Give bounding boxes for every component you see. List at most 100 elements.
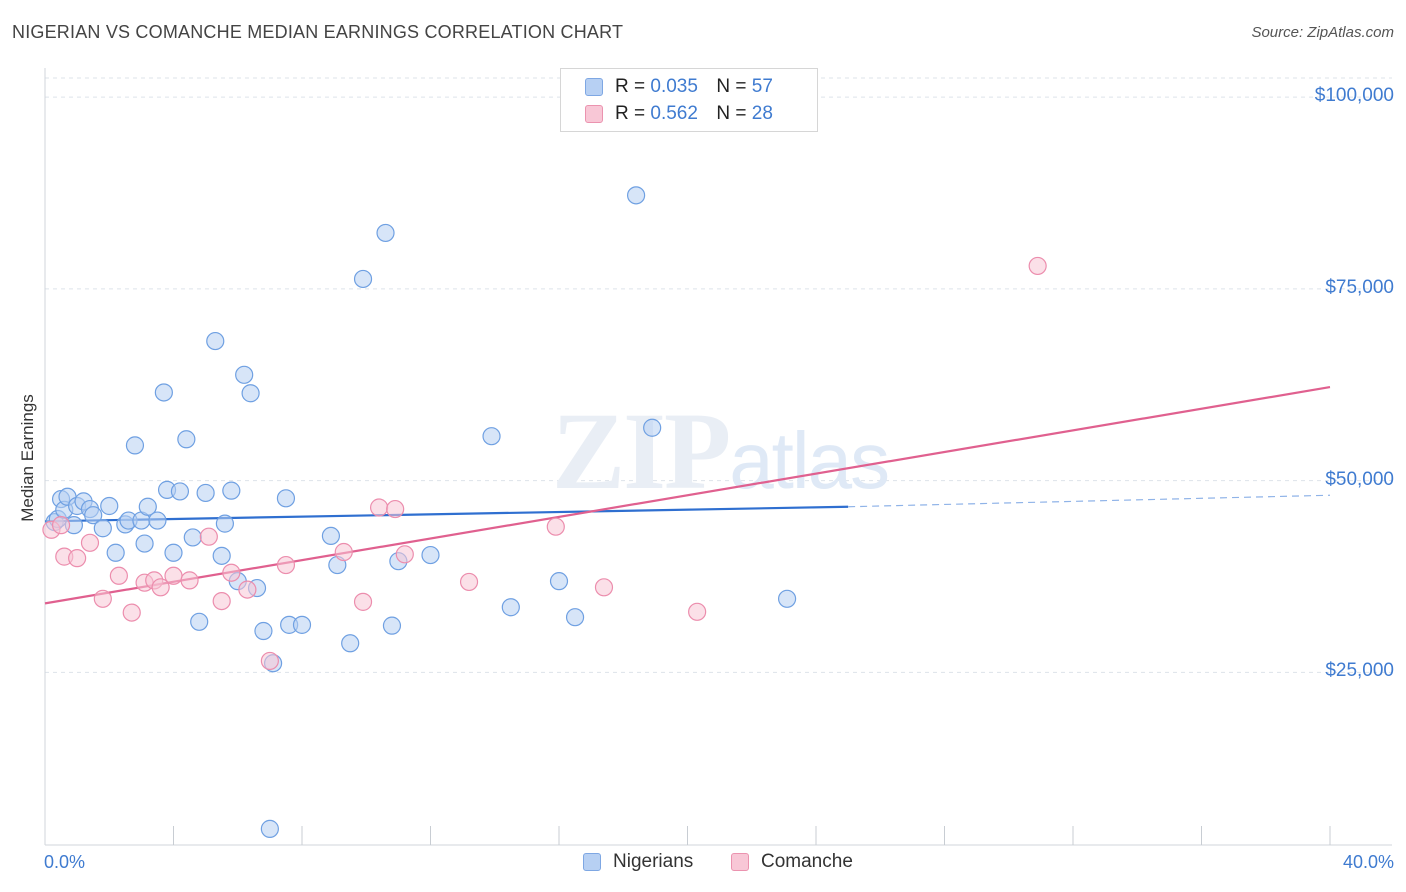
data-point-nigerians [353, 269, 373, 289]
data-point-comanche [93, 589, 112, 608]
correlation-legend: R = 0.035 N = 57 R = 0.562 N = 28 [560, 68, 818, 132]
data-point-nigerians [212, 546, 231, 565]
data-point-nigerians [215, 514, 234, 533]
comanche-label: Comanche [761, 851, 853, 872]
trend-line-comanche [44, 386, 1331, 605]
data-point-nigerians [183, 528, 202, 547]
data-point-nigerians [549, 572, 569, 591]
data-point-nigerians [84, 506, 103, 525]
data-point-comanche [109, 566, 128, 585]
data-point-nigerians [254, 621, 273, 641]
legend-n-value: 57 [751, 76, 773, 97]
data-point-nigerians [196, 483, 215, 503]
bottom-legend-comanche: Comanche [731, 851, 853, 873]
x-tick-label-max: 40.0% [1342, 852, 1394, 872]
data-point-comanche [276, 555, 296, 575]
data-point-nigerians [235, 365, 254, 384]
data-point-comanche [459, 572, 479, 592]
legend-row-nigerians: R = 0.035 N = 57 [585, 76, 773, 98]
legend-n-label: N = [716, 76, 747, 97]
data-point-comanche [68, 549, 87, 568]
data-point-nigerians [421, 545, 440, 565]
data-point-comanche [688, 602, 707, 621]
data-point-comanche [122, 603, 141, 622]
data-point-comanche [238, 580, 257, 599]
data-point-comanche [386, 499, 405, 519]
data-point-nigerians [643, 418, 662, 437]
legend-n-label: N = [716, 103, 747, 124]
data-point-nigerians [777, 589, 797, 608]
bottom-legend-nigerians: Nigerians [583, 851, 693, 873]
y-tick-label: $100,000 [1314, 85, 1394, 107]
source-label: Source: ZipAtlas.com [1251, 24, 1394, 41]
watermark: ZIPatlas [552, 390, 888, 512]
legend-n-value: 28 [751, 103, 773, 124]
legend-r-value: 0.035 [650, 76, 698, 97]
y-tick-label: $50,000 [1325, 468, 1394, 490]
data-point-nigerians [125, 436, 145, 455]
data-point-nigerians [376, 223, 395, 243]
data-point-nigerians [93, 519, 112, 538]
data-point-comanche [546, 517, 565, 536]
data-point-nigerians [170, 482, 190, 501]
data-point-comanche [151, 578, 170, 597]
data-point-nigerians [148, 511, 167, 530]
watermark-zip: ZIP [552, 390, 729, 512]
axes [44, 68, 1392, 846]
nigerians-label: Nigerians [613, 851, 694, 872]
data-point-comanche [353, 592, 373, 611]
trend-lines [44, 386, 1331, 605]
data-point-comanche [1028, 256, 1047, 276]
chart-title: NIGERIAN VS COMANCHE MEDIAN EARNINGS COR… [12, 22, 624, 42]
data-point-nigerians [321, 526, 341, 545]
data-point-nigerians [292, 615, 312, 634]
legend-r-label: R = [615, 76, 646, 97]
data-point-comanche [222, 563, 241, 582]
data-point-comanche [395, 545, 414, 564]
data-point-nigerians [260, 819, 279, 838]
data-point-nigerians [341, 634, 360, 653]
data-point-nigerians [190, 612, 209, 631]
data-point-nigerians [626, 186, 646, 205]
data-point-nigerians [206, 331, 225, 351]
data-point-comanche [51, 516, 71, 535]
legend-r-value: 0.562 [650, 103, 698, 124]
data-point-comanche [594, 578, 614, 597]
data-point-nigerians [138, 497, 157, 516]
nigerians-swatch [583, 853, 601, 871]
data-points [42, 186, 1047, 838]
nigerians-swatch [585, 78, 603, 96]
comanche-swatch [731, 853, 749, 871]
data-point-comanche [199, 527, 218, 546]
data-point-nigerians [382, 616, 402, 635]
legend-row-comanche: R = 0.562 N = 28 [585, 103, 773, 125]
data-point-nigerians [177, 430, 196, 449]
data-point-comanche [212, 591, 231, 611]
data-point-comanche [370, 498, 389, 517]
data-point-nigerians [106, 543, 125, 562]
data-point-nigerians [164, 543, 183, 562]
data-point-nigerians [222, 481, 241, 500]
comanche-swatch [585, 105, 603, 123]
data-point-nigerians [482, 427, 501, 446]
data-point-nigerians [135, 534, 154, 553]
data-point-comanche [164, 566, 183, 585]
legend-r-label: R = [615, 103, 646, 124]
data-point-nigerians [241, 384, 260, 403]
data-point-nigerians [565, 608, 585, 627]
data-point-comanche [260, 651, 279, 671]
data-point-comanche [180, 571, 199, 590]
data-point-nigerians [100, 496, 119, 516]
y-tick-label: $25,000 [1325, 660, 1394, 682]
data-point-nigerians [501, 598, 520, 617]
data-point-comanche [80, 533, 100, 552]
trend-line-nigerians [44, 505, 849, 523]
data-point-nigerians [276, 489, 296, 508]
data-point-comanche [334, 542, 353, 562]
y-tick-label: $75,000 [1325, 276, 1394, 298]
watermark-atlas: atlas [729, 416, 888, 505]
y-axis-label: Median Earnings [18, 394, 37, 522]
data-point-nigerians [154, 383, 173, 402]
x-tick-label-min: 0.0% [44, 852, 86, 872]
